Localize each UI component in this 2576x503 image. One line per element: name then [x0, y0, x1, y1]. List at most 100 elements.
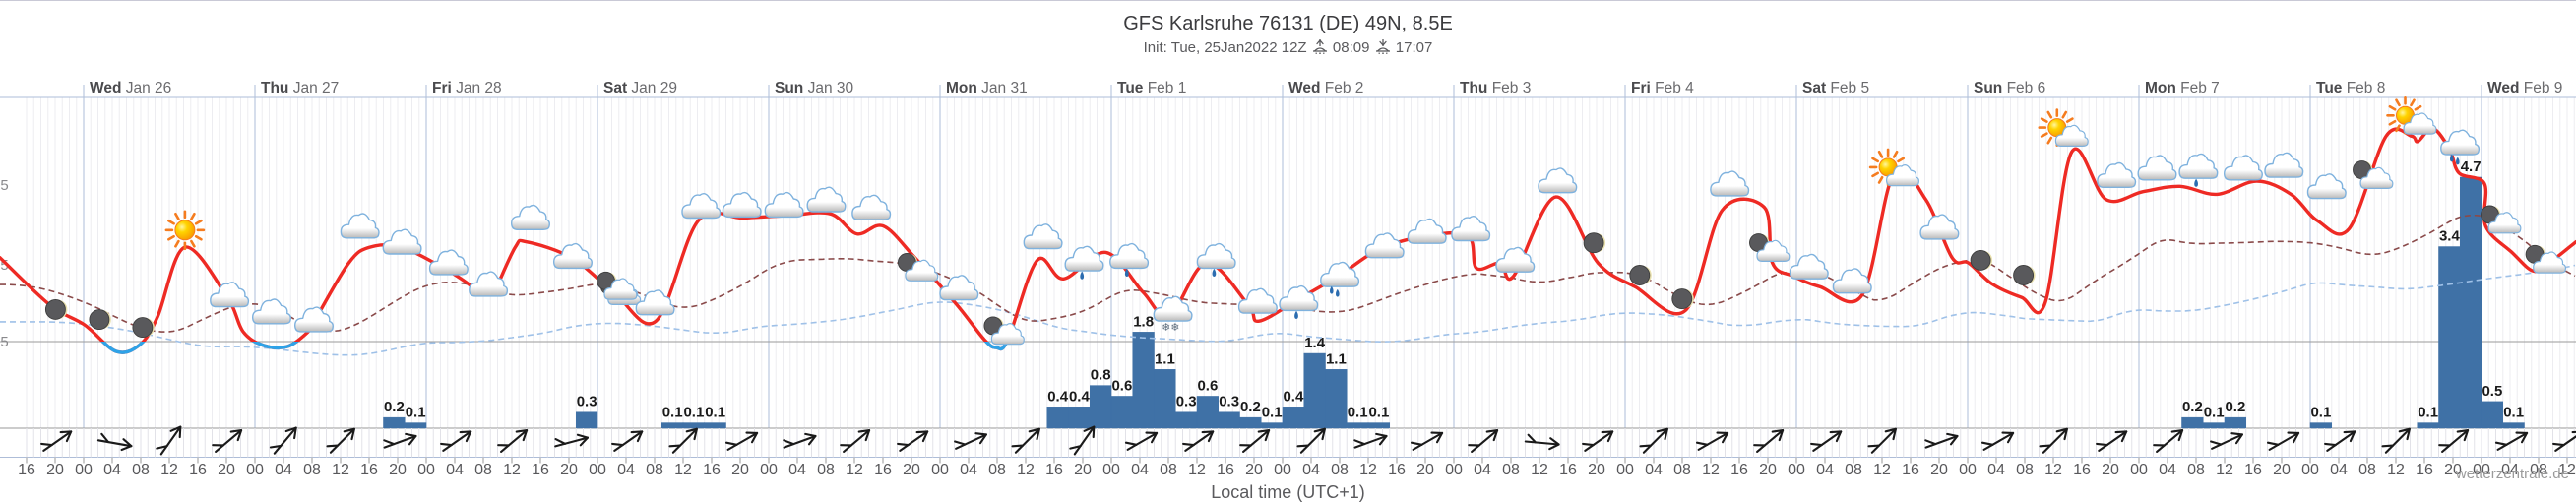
svg-text:04: 04: [1645, 462, 1663, 478]
svg-text:16: 16: [1559, 462, 1577, 478]
svg-text:04: 04: [960, 462, 977, 478]
svg-text:16: 16: [1045, 462, 1063, 478]
svg-text:Sun Jan 30: Sun Jan 30: [775, 80, 854, 96]
svg-text:16: 16: [1388, 462, 1406, 478]
svg-text:00: 00: [589, 462, 606, 478]
svg-text:Wed Jan 26: Wed Jan 26: [90, 80, 171, 96]
svg-text:0.2: 0.2: [2182, 399, 2203, 415]
svg-text:15: 15: [0, 177, 9, 194]
svg-text:Thu Feb 3: Thu Feb 3: [1460, 80, 1531, 96]
svg-text:12: 12: [1359, 462, 1377, 478]
svg-text:0.1: 0.1: [2503, 405, 2524, 421]
svg-text:04: 04: [103, 462, 121, 478]
svg-text:0.4: 0.4: [1069, 388, 1091, 405]
svg-text:1.8: 1.8: [1133, 313, 1154, 330]
svg-text:12: 12: [160, 462, 178, 478]
svg-text:16: 16: [1730, 462, 1748, 478]
svg-text:Fri Feb 4: Fri Feb 4: [1631, 80, 1694, 96]
svg-text:00: 00: [760, 462, 778, 478]
svg-text:08: 08: [2187, 462, 2205, 478]
svg-text:0.1: 0.1: [662, 405, 683, 421]
svg-text:20: 20: [1245, 462, 1263, 478]
svg-text:20: 20: [1416, 462, 1434, 478]
svg-text:08: 08: [646, 462, 663, 478]
svg-text:08: 08: [1160, 462, 1177, 478]
svg-text:20: 20: [46, 462, 64, 478]
svg-text:08: 08: [303, 462, 321, 478]
svg-text:0.1: 0.1: [406, 405, 426, 421]
svg-text:04: 04: [446, 462, 464, 478]
svg-text:0.1: 0.1: [705, 405, 725, 421]
svg-text:00: 00: [417, 462, 435, 478]
svg-text:12: 12: [1531, 462, 1548, 478]
svg-text:08: 08: [132, 462, 150, 478]
svg-text:00: 00: [931, 462, 949, 478]
svg-text:Sun Feb 6: Sun Feb 6: [1974, 80, 2045, 96]
svg-text:00: 00: [1102, 462, 1120, 478]
svg-text:0.1: 0.1: [2310, 405, 2331, 421]
svg-text:16: 16: [1902, 462, 1919, 478]
svg-text:16: 16: [532, 462, 549, 478]
svg-text:3.4: 3.4: [2439, 228, 2461, 245]
svg-text:12: 12: [1702, 462, 1720, 478]
svg-text:08: 08: [1502, 462, 1520, 478]
svg-text:0.1: 0.1: [1368, 405, 1389, 421]
svg-text:12: 12: [1873, 462, 1891, 478]
svg-text:04: 04: [1474, 462, 1491, 478]
svg-text:20: 20: [1930, 462, 1948, 478]
svg-text:12: 12: [2216, 462, 2233, 478]
svg-text:Sat Feb 5: Sat Feb 5: [1802, 80, 1869, 96]
svg-text:Mon Jan 31: Mon Jan 31: [946, 80, 1028, 96]
svg-text:16: 16: [1217, 462, 1234, 478]
svg-text:12: 12: [2044, 462, 2062, 478]
svg-text:04: 04: [617, 462, 635, 478]
svg-text:04: 04: [1816, 462, 1834, 478]
svg-text:0.3: 0.3: [1219, 394, 1239, 410]
svg-text:08: 08: [817, 462, 835, 478]
svg-text:0.2: 0.2: [2225, 399, 2245, 415]
svg-text:04: 04: [2159, 462, 2176, 478]
svg-text:0.6: 0.6: [1111, 377, 1132, 394]
svg-text:00: 00: [75, 462, 93, 478]
svg-text:16: 16: [874, 462, 892, 478]
svg-text:08: 08: [1673, 462, 1691, 478]
svg-text:0.6: 0.6: [1197, 377, 1218, 394]
svg-text:0.8: 0.8: [1091, 367, 1111, 384]
svg-text:00: 00: [246, 462, 264, 478]
svg-text:20: 20: [1588, 462, 1605, 478]
svg-text:20: 20: [389, 462, 407, 478]
svg-text:Mon Feb 7: Mon Feb 7: [2145, 80, 2220, 96]
svg-text:00: 00: [1616, 462, 1634, 478]
svg-text:Wed Feb 2: Wed Feb 2: [1288, 80, 1363, 96]
svg-text:0.2: 0.2: [384, 399, 405, 415]
svg-text:20: 20: [731, 462, 749, 478]
svg-text:16: 16: [18, 462, 35, 478]
svg-text:20: 20: [903, 462, 920, 478]
svg-text:00: 00: [1274, 462, 1291, 478]
svg-text:0.4: 0.4: [1047, 388, 1069, 405]
svg-text:❄❄: ❄❄: [1162, 322, 1179, 334]
svg-text:Tue Feb 1: Tue Feb 1: [1117, 80, 1186, 96]
svg-text:1.1: 1.1: [1155, 350, 1175, 367]
svg-text:04: 04: [1131, 462, 1149, 478]
svg-text:20: 20: [2273, 462, 2291, 478]
svg-text:00: 00: [1788, 462, 1805, 478]
svg-text:08: 08: [2016, 462, 2034, 478]
svg-text:20: 20: [1074, 462, 1092, 478]
svg-text:00: 00: [2130, 462, 2148, 478]
svg-text:04: 04: [1987, 462, 2005, 478]
svg-text:04: 04: [788, 462, 806, 478]
svg-text:Wed Feb 9: Wed Feb 9: [2487, 80, 2562, 96]
svg-text:16: 16: [2073, 462, 2091, 478]
svg-text:12: 12: [503, 462, 521, 478]
svg-text:0.1: 0.1: [2204, 405, 2225, 421]
svg-text:0.1: 0.1: [2418, 405, 2438, 421]
svg-text:12: 12: [846, 462, 863, 478]
svg-text:12: 12: [1017, 462, 1035, 478]
svg-text:16: 16: [360, 462, 378, 478]
svg-text:08: 08: [1331, 462, 1349, 478]
svg-text:08: 08: [474, 462, 492, 478]
svg-text:0.5: 0.5: [2482, 383, 2502, 400]
svg-text:08: 08: [1845, 462, 1862, 478]
svg-text:16: 16: [189, 462, 207, 478]
